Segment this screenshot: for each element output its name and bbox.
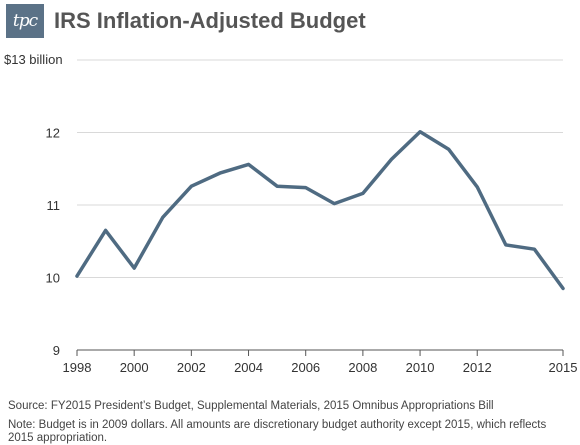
y-tick-label: 11 — [47, 198, 61, 213]
y-tick-label: 10 — [46, 271, 60, 286]
chart-header: tpc IRS Inflation-Adjusted Budget — [6, 4, 366, 38]
grid-lines — [77, 59, 563, 278]
y-tick-label: 12 — [46, 126, 60, 141]
x-tick-label: 2015 — [549, 360, 578, 375]
x-tick-label: 1998 — [63, 360, 92, 375]
footnote: Note: Budget is in 2009 dollars. All amo… — [8, 419, 547, 444]
x-tick-label: 2010 — [406, 360, 435, 375]
x-tick-label: 2008 — [348, 360, 377, 375]
x-tick-label: 2012 — [463, 360, 492, 375]
x-axis-ticks: 1998 2000 2002 2004 2006 2008 2010 2012 2015 — [63, 350, 578, 375]
x-tick-label: 2006 — [291, 360, 320, 375]
y-tick-label: $13 billion — [4, 52, 63, 67]
x-tick-label: 2002 — [177, 360, 206, 375]
y-tick-label: 9 — [53, 343, 60, 358]
tpc-logo: tpc — [6, 4, 44, 38]
logo-text: tpc — [12, 11, 38, 31]
series-line — [75, 130, 565, 291]
x-tick-label: 2000 — [120, 360, 149, 375]
chart-title: IRS Inflation-Adjusted Budget — [54, 8, 366, 33]
y-axis-ticks: 9 10 11 12 $13 billion — [4, 52, 63, 358]
source-note: Source: FY2015 President’s Budget, Suppl… — [8, 400, 494, 412]
series-group — [75, 130, 565, 291]
x-tick-label: 2004 — [234, 360, 263, 375]
